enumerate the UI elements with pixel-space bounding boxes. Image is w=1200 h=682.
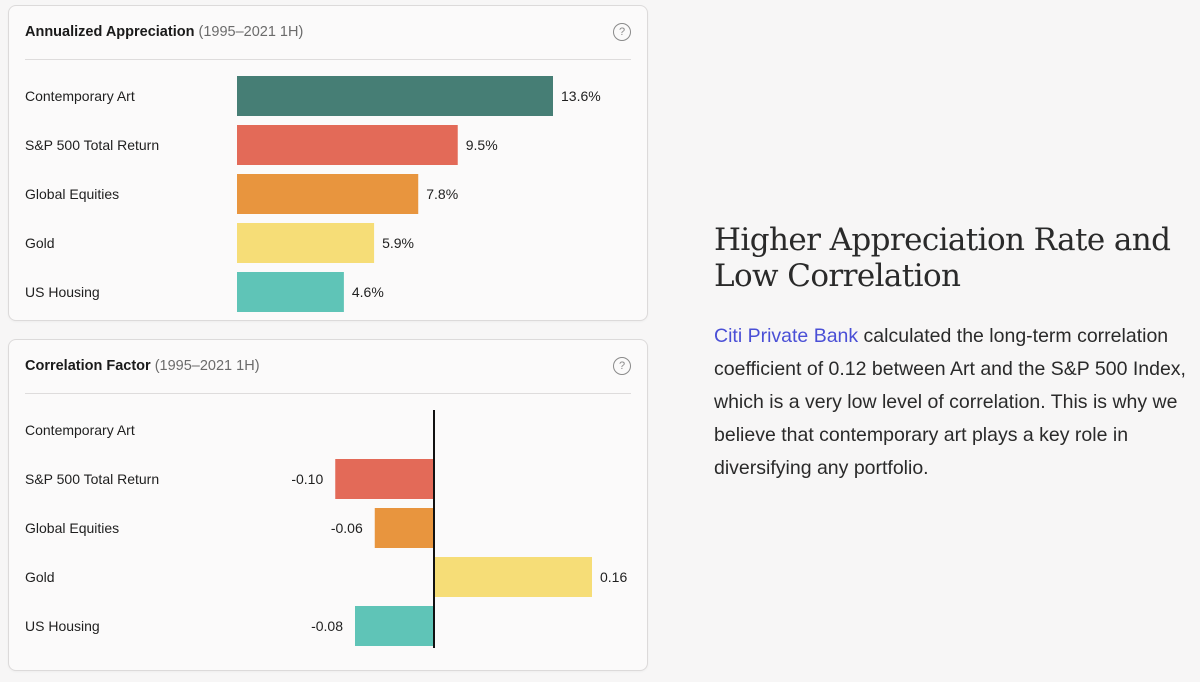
citi-private-bank-link[interactable]: Citi Private Bank [714,325,859,347]
category-label: US Housing [25,618,100,634]
value-label: -0.10 [291,471,323,487]
value-label: -0.06 [331,520,363,536]
category-label: Contemporary Art [25,422,135,438]
category-label: S&P 500 Total Return [25,137,159,153]
panel-body: Citi Private Bank calculated the long-te… [714,320,1194,485]
category-label: Global Equities [25,186,119,202]
divider [25,59,631,60]
value-label: 9.5% [466,137,498,153]
bar-contemporary-art [237,76,553,116]
value-label: 13.6% [561,88,601,104]
divider [25,393,631,394]
category-label: US Housing [25,284,100,300]
bar-global-equities [374,508,434,548]
appreciation-range: (1995–2021 1H) [198,24,304,40]
category-label: Gold [25,235,55,251]
value-label: 0.16 [600,569,627,585]
bar-gold [237,223,375,263]
appreciation-card-header: Annualized Appreciation (1995–2021 1H) [25,24,303,40]
value-label: 4.6% [352,284,384,300]
value-label: 7.8% [426,186,458,202]
appreciation-chart: Contemporary Art 13.6% S&P 500 Total Retur… [25,76,601,312]
correlation-card: Correlation Factor (1995–2021 1H) ? Cont… [8,339,648,671]
bar-s-p-500-total-return [237,125,458,165]
panel-body-text: calculated the long-term correlation coe… [714,325,1186,479]
bar-s-p-500-total-return [335,459,434,499]
question-circle-icon[interactable]: ? [613,23,631,41]
bar-global-equities [237,174,419,214]
category-label: Contemporary Art [25,88,135,104]
correlation-chart: Contemporary Art S&P 500 Total Return -0.1… [25,410,627,648]
panel-heading: Higher Appreciation Rate and Low Correla… [714,222,1171,294]
category-label: Global Equities [25,520,119,536]
correlation-range: (1995–2021 1H) [154,358,260,374]
category-label: Gold [25,569,55,585]
appreciation-title: Annualized Appreciation [25,24,195,40]
info-panel: Higher Appreciation Rate and Low Correla… [714,222,1194,505]
bar-gold [434,557,592,597]
bar-us-housing [237,272,344,312]
appreciation-card: Annualized Appreciation (1995–2021 1H) ?… [8,5,648,321]
correlation-card-header: Correlation Factor (1995–2021 1H) [25,358,260,374]
value-label: -0.08 [311,618,343,634]
bar-us-housing [355,606,434,646]
correlation-title: Correlation Factor [25,358,151,374]
question-circle-icon[interactable]: ? [613,357,631,375]
category-label: S&P 500 Total Return [25,471,159,487]
value-label: 5.9% [382,235,414,251]
